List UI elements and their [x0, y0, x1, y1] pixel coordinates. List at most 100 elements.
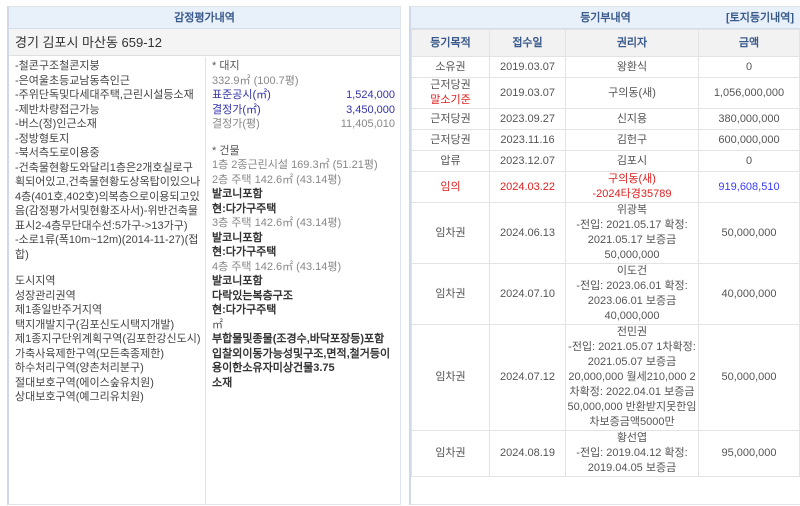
zoning-item: 하수처리구역(양촌처리분구): [15, 362, 144, 374]
floor-desc: 1층 2종근린시설 169.3㎡ (51.21평): [212, 159, 378, 171]
entry-date: 2024.08.19: [489, 430, 566, 477]
registry-row: 임의 2024.03.22 구의동(새) -2024타경35789 919,608,51…: [411, 171, 800, 203]
entry-type-cell: 소유권: [411, 56, 490, 78]
col-type: 등기목적: [411, 29, 490, 57]
floor-note: 다락있는복층구조: [212, 289, 293, 302]
holder-cell: 위광복 -전입: 2021.05.17 확정: 2021.05.17 보증금 50…: [565, 202, 699, 264]
col-date: 접수일: [489, 29, 566, 57]
appraisal-title: 감정평가내역: [9, 7, 400, 29]
entry-amount: 919,608,510: [698, 171, 800, 203]
registry-row: 근저당권 말소기준 2019.03.07 구의동(새) 1,056,000,000: [411, 77, 800, 109]
col-holder: 권리자: [565, 29, 699, 57]
zoning-item: 도시지역: [15, 275, 56, 287]
appraisal-note: -은여울초등교남동측인근: [15, 74, 130, 87]
zoning-item: 절대보호구역(에이스숲유치원): [15, 376, 154, 389]
holder-name: 김헌구: [616, 133, 648, 146]
entry-amount: 1,056,000,000: [698, 77, 800, 109]
holder-detail: -전입: 2021.05.17 확정: 2021.05.17 보증금 50,00…: [576, 219, 688, 261]
registry-row: 근저당권 2023.11.16 김헌구 600,000,000: [411, 129, 800, 151]
entry-date: 2024.03.22: [489, 171, 566, 203]
floor-note: 현:다가구주택: [212, 202, 277, 215]
holder-name: 구의동(새): [608, 173, 656, 185]
land-registry-link[interactable]: [토지등기내역]: [725, 12, 794, 24]
holder-cell: 왕환식: [565, 56, 699, 78]
floor-note: 발코니포함: [212, 188, 263, 200]
registry-row: 임차권 2024.06.13 위광복 -전입: 2021.05.17 확정: 2021…: [411, 202, 800, 264]
entry-amount: 0: [698, 56, 800, 78]
entry-amount: 50,000,000: [698, 202, 800, 264]
entry-type-cell: 근저당권: [411, 108, 490, 130]
holder-cell: 신지용: [565, 108, 699, 130]
col-amount: 금액: [698, 29, 800, 57]
registry-header: 등기부내역 [토지등기내역]: [411, 7, 800, 29]
floor-note: 발코니포함: [212, 231, 263, 244]
appraisal-note: -제반차량접근가능: [15, 103, 100, 116]
appraisal-notes: -철콘구조철콘지붕 -은여울초등교남동측인근 -주위단독및다세대주택,근린시설등소재…: [9, 57, 205, 405]
entry-type: 근저당권: [430, 112, 471, 125]
entry-type-cell: 임차권: [411, 324, 490, 431]
entry-type-cell: 임차권: [411, 202, 490, 264]
entry-amount: 95,000,000: [698, 430, 800, 477]
registry-panel: 등기부내역 [토지등기내역] 등기목적 접수일 권리자 금액 소유권 2019.03…: [409, 6, 800, 505]
registry-row: 압류 2023.12.07 김포시 0: [411, 150, 800, 172]
zoning-item: 제1종지구단위계획구역(김포한강신도시): [15, 333, 201, 345]
holder-detail: -전입: 2021.05.07 1차확정: 2021.05.07 보증금 20,…: [567, 341, 697, 428]
entry-type-cell: 근저당권: [411, 129, 490, 151]
determined-price-row: 결정가(㎡) 3,450,000: [212, 103, 395, 118]
entry-amount: 40,000,000: [698, 263, 800, 325]
standard-price-label: 표준공시(㎡): [212, 89, 271, 101]
holder-detail: -2024타경35789: [592, 188, 672, 200]
holder-cell: 황선엽 -전입: 2019.04.12 확정: 2019.04.05 보증금: [565, 430, 699, 477]
building-extra-note: 부합물및종물(조경수,바닥포장등)포함: [212, 333, 385, 345]
entry-date: 2019.03.07: [489, 56, 566, 78]
entry-amount: 380,000,000: [698, 108, 800, 130]
entry-type: 근저당권: [430, 133, 471, 146]
standard-price-row: 표준공시(㎡) 1,524,000: [212, 88, 395, 103]
holder-cell: 전민권 -전입: 2021.05.07 1차확정: 2021.05.07 보증금 …: [565, 324, 699, 431]
holder-cell: 김포시: [565, 150, 699, 172]
entry-type: 임차권: [435, 447, 466, 459]
holder-name: 김포시: [616, 154, 648, 167]
entry-amount: 50,000,000: [698, 324, 800, 431]
appraisal-note: -건축물현황도와달리1층은2개호실로구획되어있고,건축물현황도상옥탑이있으나4층…: [15, 161, 201, 232]
registry-row: 소유권 2019.03.07 왕환식 0: [411, 56, 800, 78]
holder-name: 황선엽: [616, 432, 648, 444]
holder-cell: 구의동(새) -2024타경35789: [565, 171, 699, 203]
building-extra-note: 입찰외이동가능성및구조,면적,철거등이용이한소유자미상건물3.75: [212, 347, 391, 375]
building-unit: ㎡: [212, 318, 223, 331]
holder-name: 구의동(새): [608, 86, 656, 99]
determined-price-value: 3,450,000: [346, 103, 395, 116]
holder-detail: -전입: 2019.04.12 확정: 2019.04.05 보증금: [576, 447, 688, 474]
building-label: * 건물: [212, 144, 240, 157]
land-label: * 대지: [212, 60, 240, 72]
building-extra-note: 소재: [212, 376, 233, 389]
entry-type: 임차권: [435, 287, 466, 300]
entry-type: 근저당권: [430, 79, 471, 91]
zoning-item: 성장관리권역: [15, 289, 76, 302]
floor-desc: 3층 주택 142.6㎡ (43.14평): [212, 217, 342, 229]
determined-pyeong-label: 결정가(평): [212, 118, 260, 130]
entry-date: 2024.07.10: [489, 263, 566, 325]
base-right-badge: 말소기준: [430, 94, 471, 106]
land-area: 332.9㎡ (100.7평): [212, 74, 299, 87]
appraisal-note: -북서측도로이용중: [15, 147, 100, 159]
floor-note: 발코니포함: [212, 275, 263, 287]
holder-name: 전민권: [616, 326, 648, 338]
zoning-item: 택지개발지구(김포신도시택지개발): [15, 318, 175, 331]
determined-pyeong-row: 결정가(평) 11,405,010: [212, 117, 395, 132]
appraisal-panel: 감정평가내역 경기 김포시 마산동 659-12 -철콘구조철콘지붕 -은여울초등…: [7, 6, 401, 505]
holder-cell: 구의동(새): [565, 77, 699, 109]
appraisal-note: -소로1류(폭10m~12m)(2014-11-27)(접합): [15, 234, 199, 261]
entry-amount: 0: [698, 150, 800, 172]
entry-type-cell: 임의: [411, 171, 490, 203]
entry-type-cell: 압류: [411, 150, 490, 172]
appraisal-values: * 대지 332.9㎡ (100.7평) 표준공시(㎡) 1,524,000 결정…: [205, 57, 401, 504]
entry-type: 임의: [440, 180, 461, 193]
property-address: 경기 김포시 마산동 659-12: [9, 29, 400, 56]
entry-type: 임차권: [435, 371, 466, 383]
entry-date: 2023.11.16: [489, 129, 566, 151]
entry-type: 소유권: [435, 60, 466, 73]
entry-date: 2023.12.07: [489, 150, 566, 172]
determined-price-label: 결정가(㎡): [212, 103, 261, 116]
